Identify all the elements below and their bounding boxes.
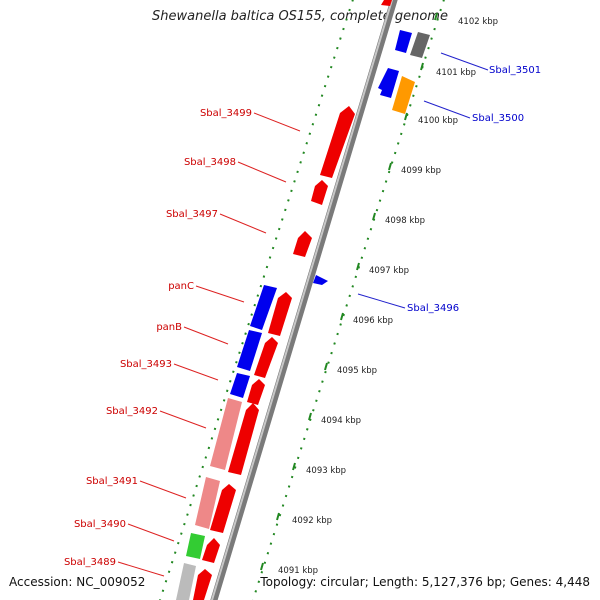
accession-info: Accession: NC_009052 [9,575,145,589]
gene-label[interactable]: Sbal_3498 [184,157,236,168]
length-info: Length: 5,127,376 bp [365,575,502,589]
kbp-label: 4098 kbp [385,216,425,226]
gene-label[interactable]: panB [156,322,182,333]
kbp-label: 4091 kbp [278,566,318,576]
kbp-label: 4097 kbp [369,266,409,276]
right-gene-labels: Sbal_3501 Sbal_3500 Sbal_3496 [407,65,541,314]
gene-blue-sbal-3493[interactable] [230,373,250,398]
gene-red-sbal-3497[interactable] [293,231,312,257]
accession-label: Accession: [9,575,73,589]
gene-red[interactable] [202,538,220,563]
genome-backbone [210,0,398,600]
gene-label[interactable]: Sbal_3489 [64,557,116,568]
gene-blue-sbal-3496[interactable] [313,275,328,285]
kbp-label: 4102 kbp [458,17,498,27]
gene-blue[interactable] [378,68,399,98]
topology-info: Topology: circular [260,575,364,589]
kbp-label: 4094 kbp [321,416,361,426]
left-gene-labels: Sbal_3499 Sbal_3498 Sbal_3497 panC panB … [64,108,252,568]
gene-red[interactable] [210,484,236,533]
gene-red-sbal-3498[interactable] [311,180,328,205]
kbp-tick-marks [260,12,438,571]
gene-label[interactable]: Sbal_3499 [200,108,252,119]
gene-red[interactable] [268,292,292,336]
gene-lightgray-sbal-3489[interactable] [176,563,196,600]
map-title: Shewanella baltica OS155, complete genom… [152,9,448,24]
topology-label: Topology: [260,575,317,589]
kbp-label: 4096 kbp [353,316,393,326]
gene-pink-sbal-3491[interactable] [195,477,220,529]
gene-label[interactable]: panC [168,281,194,292]
gene-label[interactable]: Sbal_3497 [166,209,218,220]
gene-label[interactable]: Sbal_3501 [489,65,541,76]
kbp-label: 4092 kbp [292,516,332,526]
gene-blue[interactable] [395,30,412,53]
gene-orange[interactable] [392,76,415,114]
minus-strand-genes [176,106,355,600]
genes-info: Genes: 4,448 [502,575,590,589]
genes-label: Genes: [509,575,552,589]
kbp-label: 4093 kbp [306,466,346,476]
kbp-label: 4100 kbp [418,116,458,126]
plus-strand-genes [378,0,430,114]
gene-red[interactable] [381,0,392,6]
gene-gray[interactable] [410,32,430,58]
gene-blue-panb[interactable] [237,330,262,371]
gene-red-sbal-3499[interactable] [320,106,355,178]
leader-lines-right [357,52,489,309]
gene-red[interactable] [228,403,259,475]
inner-dotted-guide [252,0,445,600]
genes-value: 4,448 [555,575,590,589]
kbp-label: 4095 kbp [337,366,377,376]
gene-blue-panc[interactable] [250,285,277,330]
accession-value: NC_009052 [76,575,146,589]
length-label: Length: [372,575,419,589]
leader-lines-left [117,112,301,577]
kbp-tick-labels: 4102 kbp 4101 kbp 4100 kbp 4099 kbp 4098… [278,17,498,576]
kbp-label: 4099 kbp [401,166,441,176]
outer-dotted-guide [159,0,354,600]
gene-pink-sbal-3492[interactable] [210,398,242,470]
gene-red[interactable] [193,569,212,600]
gene-label[interactable]: Sbal_3491 [86,476,138,487]
gene-green-sbal-3490[interactable] [186,533,205,559]
gene-red[interactable] [247,379,265,405]
gene-red[interactable] [254,337,278,378]
genome-summary: Topology: circularLength: 5,127,376 bpGe… [260,575,590,589]
length-value: 5,127,376 bp [421,575,502,589]
gene-label[interactable]: Sbal_3492 [106,406,158,417]
gene-label[interactable]: Sbal_3490 [74,519,126,530]
gene-label[interactable]: Sbal_3493 [120,359,172,370]
gene-label[interactable]: Sbal_3500 [472,113,524,124]
gene-label[interactable]: Sbal_3496 [407,303,459,314]
kbp-label: 4101 kbp [436,68,476,78]
topology-value: circular [320,575,365,589]
